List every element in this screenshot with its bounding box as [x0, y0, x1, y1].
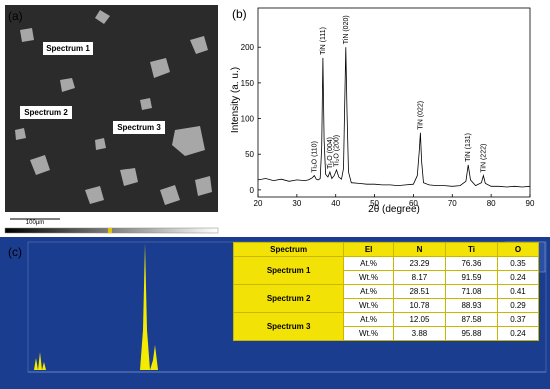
- peak-label: Ti₂O (004): [327, 137, 334, 169]
- table-cell: 0.24: [496, 326, 540, 341]
- header-cell: O: [496, 242, 540, 257]
- table-cell: 0.24: [496, 270, 540, 285]
- table-cell: Wt.%: [343, 298, 394, 313]
- header-cell: El: [343, 242, 394, 257]
- table-cell: Spectrum 2: [232, 284, 345, 313]
- table-cell: 28.51: [392, 284, 446, 299]
- y-tick-label: 50: [245, 150, 254, 159]
- table-row: Wt.% 10.78 88.93 0.29: [234, 298, 540, 313]
- table-cell: 12.05: [392, 312, 446, 327]
- table-cell: 95.88: [444, 326, 498, 341]
- table-cell: Spectrum 1: [232, 256, 345, 285]
- table-row: Wt.% 8.17 91.59 0.24: [234, 270, 540, 285]
- y-axis-title: Intensity (a. u.): [230, 67, 241, 133]
- table-cell: 3.88: [392, 326, 446, 341]
- xrd-line: [257, 47, 531, 188]
- peak-label: Ti₂O (200): [333, 135, 340, 167]
- peak-label: TiN (222): [480, 144, 487, 173]
- spectrum-label: Spectrum 3: [117, 123, 161, 132]
- table-cell: At.%: [343, 284, 394, 299]
- peak-label: TiN (111): [320, 27, 327, 55]
- sem-image: [4, 5, 219, 234]
- spectrum-label: Spectrum 1: [46, 44, 90, 53]
- xrd-chart: (b) 2θ (degree) Intensity (a. u.): [230, 7, 420, 215]
- spectrum-label: Spectrum 2: [24, 108, 68, 117]
- table-cell: 0.37: [496, 312, 540, 327]
- table-cell: Spectrum 3: [232, 312, 345, 341]
- x-tick-label: 80: [487, 199, 496, 208]
- header-cell: Ti: [444, 242, 498, 257]
- table-cell: 87.58: [444, 312, 498, 327]
- y-tick-label: 200: [241, 43, 255, 52]
- panel-label: (c): [8, 245, 22, 259]
- table-cell: At.%: [343, 256, 394, 271]
- y-tick-label: 150: [241, 79, 255, 88]
- table-cell: Wt.%: [343, 326, 394, 341]
- header-row: Spectrum El N Ti O: [232, 242, 540, 257]
- table-row: Spectrum 2 At.% 28.51 71.08 0.41: [232, 284, 540, 313]
- peak-label: TiN (022): [417, 101, 424, 130]
- table-cell: 0.29: [496, 298, 540, 313]
- table-cell: 76.36: [444, 256, 498, 271]
- table-cell: 10.78: [392, 298, 446, 313]
- x-tick-label: 90: [526, 199, 535, 208]
- eds-table: Spectrum El N Ti O Spectrum 1 At.% 23.29 76.36 0.…: [232, 242, 540, 341]
- y-tick-label: 0: [250, 186, 255, 195]
- x-tick-label: 70: [448, 199, 457, 208]
- table-cell: 0.41: [496, 284, 540, 299]
- panel-label: (b): [232, 7, 247, 21]
- table-cell: 91.59: [444, 270, 498, 285]
- table-cell: Wt.%: [343, 270, 394, 285]
- table-cell: 88.93: [444, 298, 498, 313]
- table-cell: 0.35: [496, 256, 540, 271]
- table-row: Wt.% 3.88 95.88 0.24: [234, 326, 540, 341]
- table-row: Spectrum 3 At.% 12.05 87.58 0.37: [232, 312, 540, 341]
- table-cell: 71.08: [444, 284, 498, 299]
- table-cell: 23.29: [392, 256, 446, 271]
- x-tick-label: 40: [331, 199, 340, 208]
- peak-label: TiN (131): [465, 133, 472, 162]
- x-axis-title: 2θ (degree): [368, 204, 420, 215]
- table-cell: At.%: [343, 312, 394, 327]
- x-tick-label: 30: [292, 199, 301, 208]
- table-cell: 8.17: [392, 270, 446, 285]
- panel-label: (a): [8, 9, 23, 23]
- peak-label: TiN (020): [343, 15, 350, 44]
- y-tick-label: 100: [241, 115, 255, 124]
- peak-label: Ti₂O (110): [311, 141, 318, 173]
- scale-bar-label: 100µm: [26, 220, 44, 226]
- header-cell: Spectrum: [232, 242, 345, 257]
- x-tick-label: 60: [409, 199, 418, 208]
- table-row: Spectrum 1 At.% 23.29 76.36 0.35: [232, 256, 540, 285]
- x-tick-label: 50: [370, 199, 379, 208]
- plot-frame: [257, 7, 531, 198]
- header-cell: N: [392, 242, 446, 257]
- x-tick-label: 20: [254, 199, 263, 208]
